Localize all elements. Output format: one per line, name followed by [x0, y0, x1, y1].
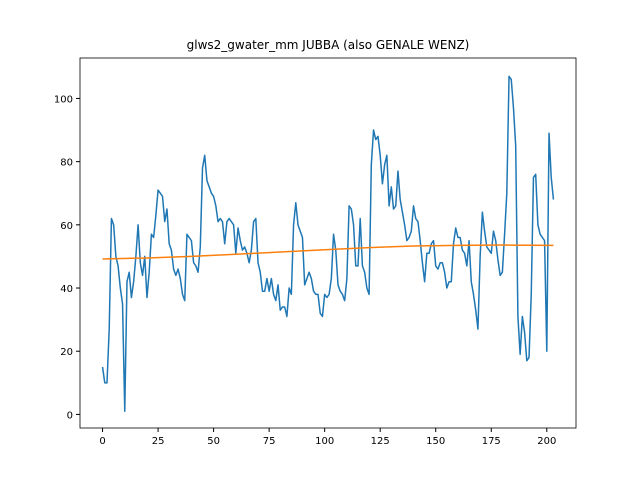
x-tick-label: 150 [426, 436, 445, 447]
x-tick-label: 0 [99, 436, 105, 447]
y-tick-label: 40 [60, 284, 73, 295]
x-tick-label: 125 [371, 436, 390, 447]
line-series [101, 75, 555, 412]
y-tick-label: 80 [60, 158, 73, 169]
x-tick-label: 100 [315, 436, 334, 447]
x-tick-label: 175 [482, 436, 501, 447]
x-tick-label: 75 [263, 436, 276, 447]
line-series [102, 244, 554, 260]
x-tick-label: 200 [537, 436, 556, 447]
chart-title: glws2_gwater_mm JUBBA (also GENALE WENZ) [187, 38, 470, 52]
y-tick-label: 20 [60, 347, 73, 358]
plot-frame [79, 57, 577, 429]
y-tick-label: 0 [67, 410, 73, 421]
x-tick-label: 25 [152, 436, 165, 447]
x-tick-label: 50 [207, 436, 220, 447]
y-tick-label: 100 [54, 94, 73, 105]
y-tick-label: 60 [60, 221, 73, 232]
